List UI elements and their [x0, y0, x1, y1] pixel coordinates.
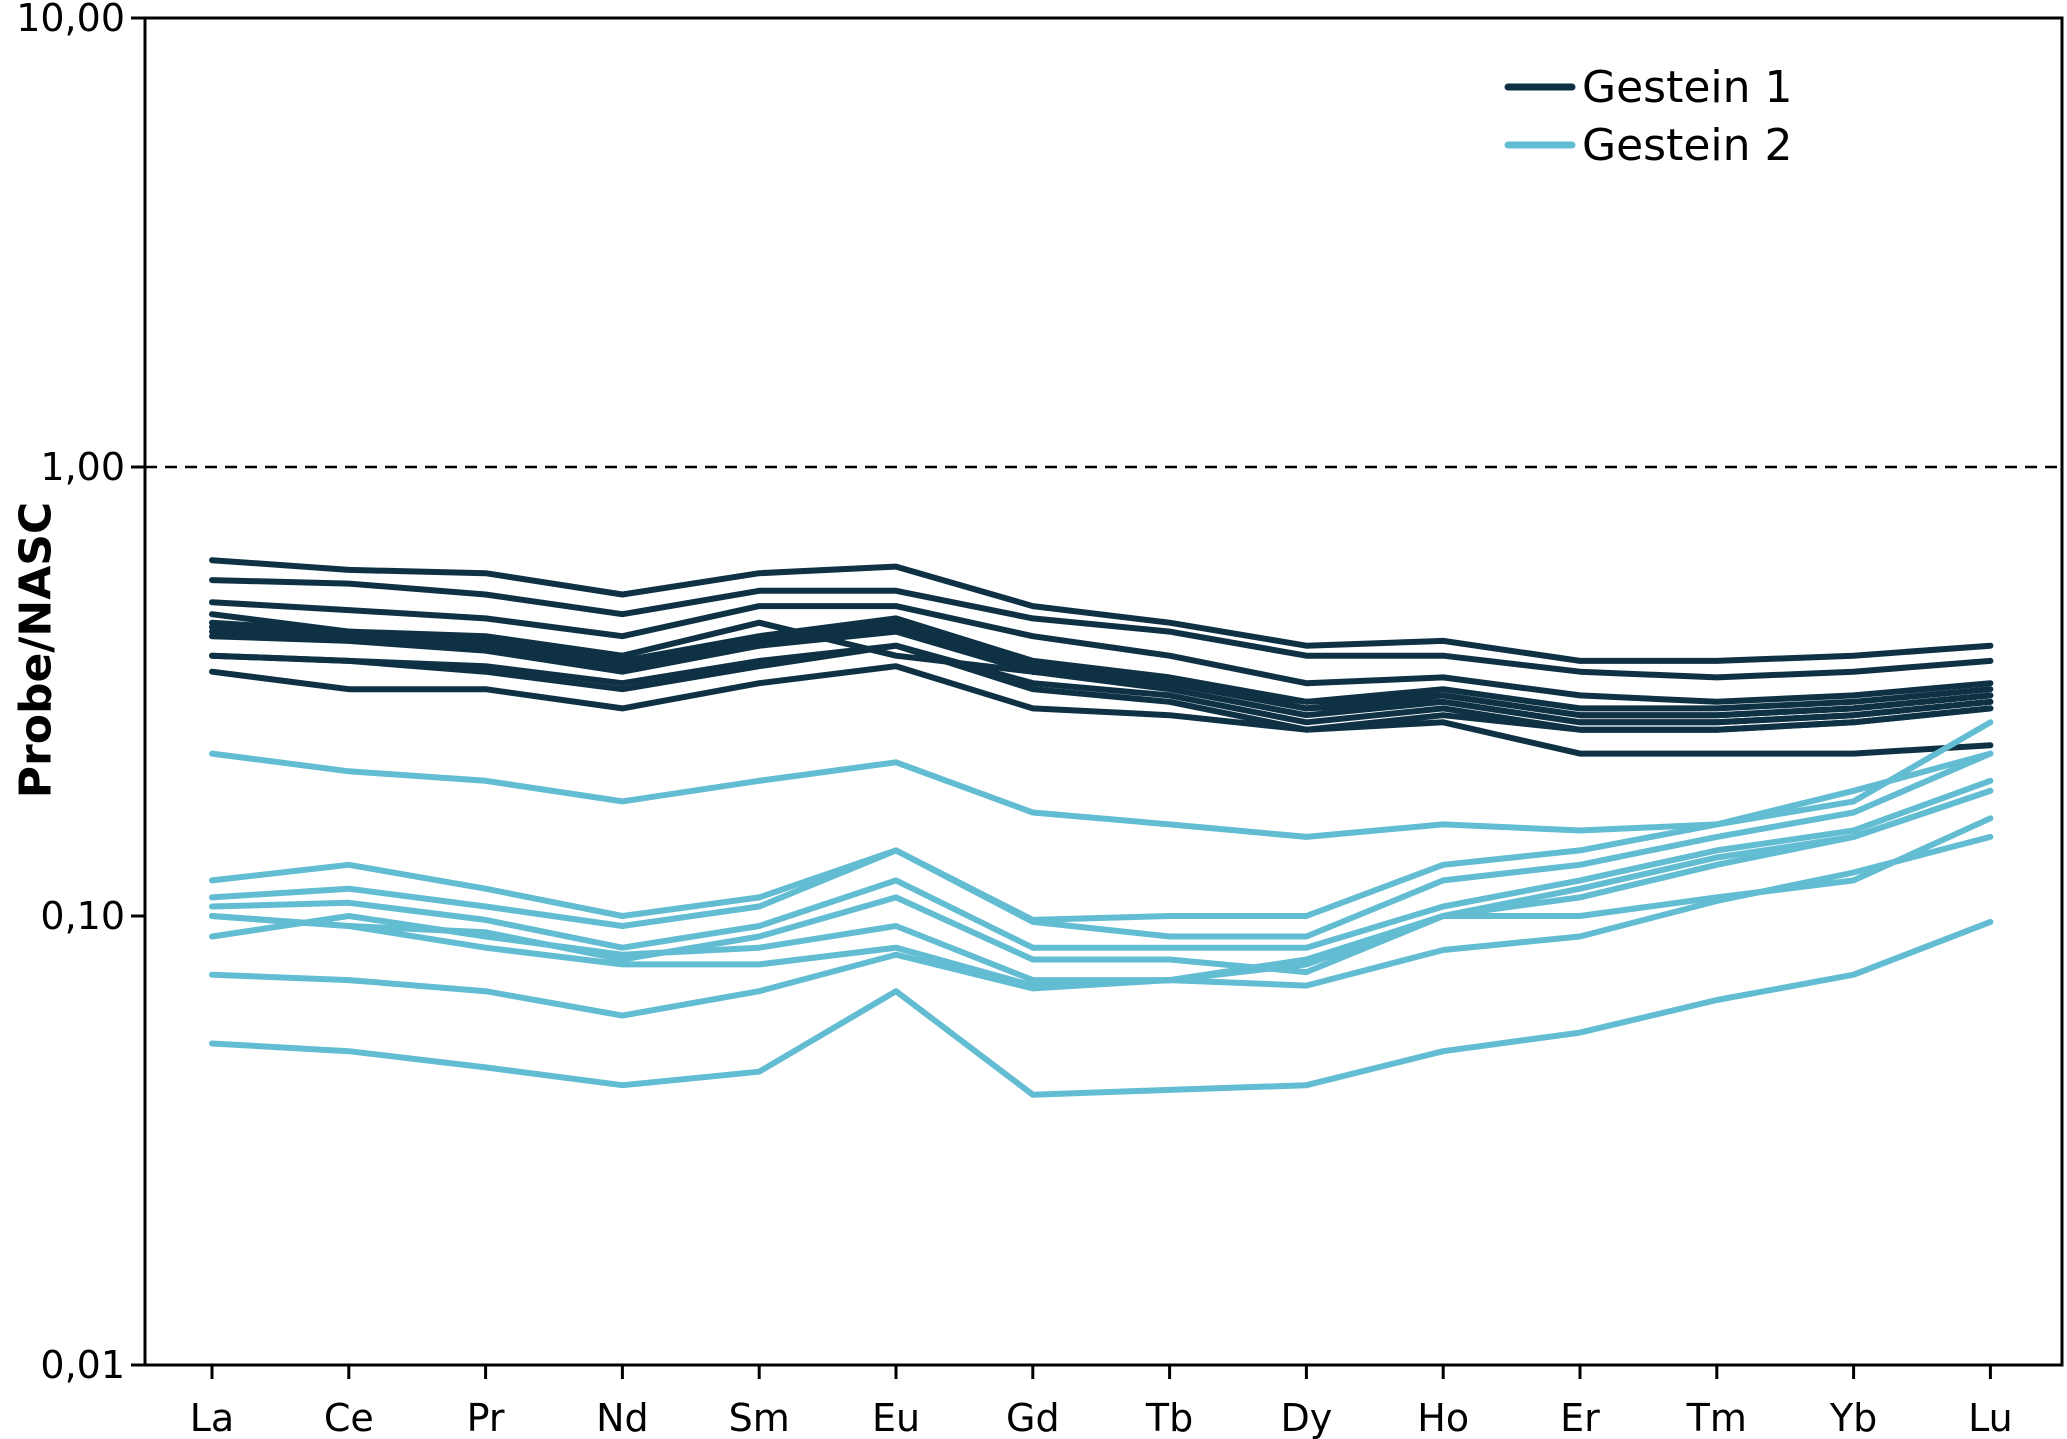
x-tick-label-lu: Lu	[1968, 1396, 2013, 1439]
x-tick-label-pr: Pr	[467, 1396, 505, 1439]
x-tick-label-tb: Tb	[1145, 1396, 1193, 1439]
x-tick-label-gd: Gd	[1006, 1396, 1060, 1439]
series-line-gestein-1-5	[209, 615, 1994, 712]
series-line-gestein-2-8	[209, 787, 1994, 1019]
y-tick-label-0-10: 0,10	[40, 894, 125, 938]
series-line-gestein-1-10	[209, 642, 1994, 733]
legend-label-gestein-2: Gestein 2	[1582, 120, 1793, 171]
x-tick-label-tm: Tm	[1686, 1396, 1747, 1439]
series-line-gestein-1-1	[209, 557, 1994, 664]
series-line-gestein-1-3	[209, 599, 1994, 705]
series-layer	[209, 557, 1994, 1098]
x-tick-label-la: La	[190, 1396, 234, 1439]
x-axis: La Ce Pr Nd Sm Eu Gd Tb Dy Ho Er Tm Yb Lu	[190, 1365, 2013, 1439]
series-line-gestein-1-8	[209, 628, 1994, 726]
series-line-gestein-1-2	[209, 577, 1994, 681]
x-tick-label-dy: Dy	[1281, 1396, 1333, 1439]
series-line-gestein-2-3	[209, 750, 1994, 940]
y-tick-label-10-00: 10,00	[16, 0, 125, 40]
series-line-gestein-2-2	[209, 750, 1994, 923]
x-tick-label-ce: Ce	[324, 1396, 374, 1439]
y-tick-label-0-01: 0,01	[40, 1343, 125, 1387]
x-tick-label-nd: Nd	[596, 1396, 649, 1439]
plot-frame	[143, 16, 2064, 1367]
x-tick-label-eu: Eu	[872, 1396, 920, 1439]
x-tick-label-ho: Ho	[1417, 1396, 1469, 1439]
x-tick-label-er: Er	[1560, 1396, 1600, 1439]
legend-label-gestein-1: Gestein 1	[1582, 62, 1793, 113]
series-line-gestein-2-4	[209, 777, 1994, 951]
series-line-gestein-1-11	[209, 663, 1994, 757]
legend: Gestein 1 Gestein 2	[1504, 62, 1793, 171]
series-line-gestein-2-1	[209, 719, 1994, 840]
x-tick-label-sm: Sm	[729, 1396, 790, 1439]
y-axis: 0,01 0,10 1,00 10,00	[16, 0, 145, 1387]
x-tick-label-yb: Yb	[1829, 1396, 1877, 1439]
y-tick-label-1-00: 1,00	[40, 445, 125, 489]
y-axis-label: Probe/NASC	[11, 502, 62, 798]
series-line-gestein-2-9	[209, 918, 1994, 1098]
